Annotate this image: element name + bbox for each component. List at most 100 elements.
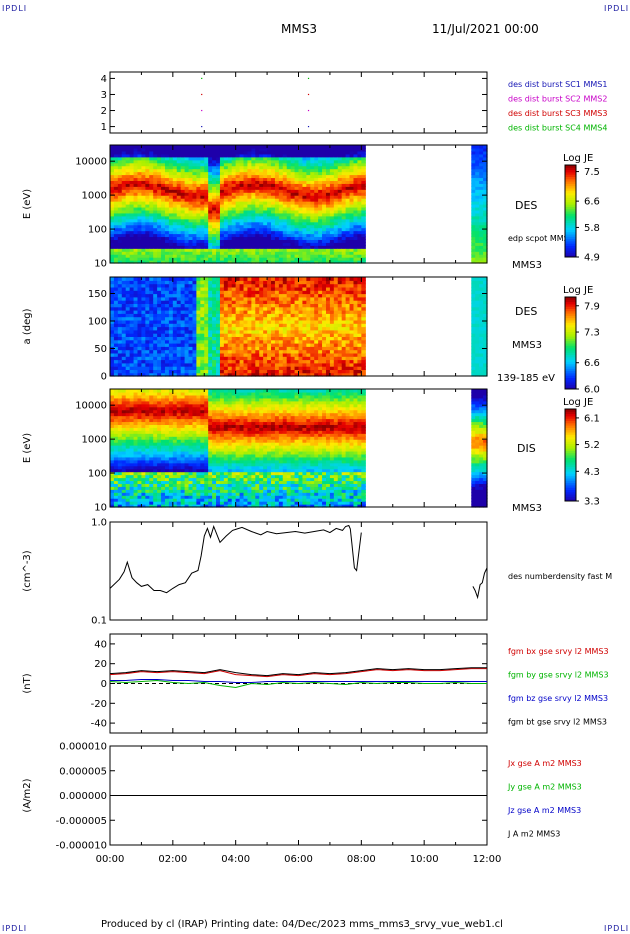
spectrogram-cell: [180, 224, 186, 229]
spectrogram-cell: [286, 215, 292, 220]
spectrogram-cell: [200, 209, 205, 214]
spectrogram-cell: [117, 186, 123, 190]
spectrogram-cell: [223, 260, 229, 264]
spectrogram-cell: [345, 323, 351, 328]
spectrogram-cell: [475, 316, 480, 321]
spectrogram-cell: [200, 174, 205, 179]
spectrogram-cell: [322, 300, 327, 304]
spectrogram-cell: [231, 248, 237, 252]
spectrogram-cell: [239, 303, 245, 308]
spectrogram-cell: [235, 195, 241, 199]
spectrogram-cell: [239, 153, 245, 158]
spectrogram-cell: [337, 248, 343, 252]
spectrogram-cell: [184, 339, 190, 344]
spectrogram-cell: [310, 251, 315, 255]
spectrogram-cell: [117, 192, 123, 196]
spectrogram-cell: [184, 359, 190, 364]
spectrogram-cell: [298, 153, 304, 158]
spectrogram-cell: [329, 168, 335, 173]
spectrogram-cell: [172, 336, 178, 341]
spectrogram-cell: [333, 159, 339, 164]
spectrogram-cell: [168, 242, 174, 246]
spectrogram-cell: [227, 319, 233, 324]
spectrogram-cell: [180, 280, 186, 285]
spectrogram-cell: [353, 206, 359, 211]
spectrogram-cell: [310, 171, 315, 176]
spectrogram-cell: [216, 145, 221, 149]
spectrogram-cell: [113, 147, 119, 152]
burst-marker: [201, 109, 203, 112]
spectrogram-cell: [141, 206, 146, 211]
spectrogram-cell: [479, 162, 484, 167]
spectrogram-cell: [235, 192, 241, 196]
spectrogram-cell: [235, 319, 241, 324]
spectrogram-cell: [235, 366, 241, 370]
spectrogram-cell: [298, 323, 304, 328]
spectrogram-cell: [141, 316, 146, 321]
spectrogram-cell: [188, 180, 194, 184]
spectrogram-cell: [271, 201, 276, 205]
spectrogram-cell: [298, 180, 304, 184]
spectrogram-cell: [133, 183, 139, 187]
spectrogram-cell: [278, 293, 284, 298]
spectrogram-cell: [314, 369, 319, 374]
spectrogram-cell: [223, 303, 229, 308]
spectrogram-cell: [345, 171, 351, 176]
spectrogram-cell: [349, 198, 355, 202]
spectrogram-cell: [290, 177, 296, 181]
spectrogram-cell: [133, 180, 139, 184]
spectrogram-cell: [483, 168, 488, 173]
spectrogram-cell: [329, 319, 335, 324]
spectrogram-cell: [337, 236, 343, 240]
spectrogram-cell: [290, 171, 296, 176]
spectrogram-cell: [161, 242, 166, 246]
spectrogram-cell: [357, 310, 362, 314]
spectrogram-cell: [314, 180, 319, 184]
spectrogram-cell: [298, 239, 304, 243]
spectrogram-cell: [161, 352, 166, 357]
spectrogram-cell: [337, 180, 343, 184]
spectrogram-cell: [145, 346, 150, 351]
spectrogram-cell: [145, 189, 150, 193]
spectrogram-cell: [161, 233, 166, 238]
spectrogram-cell: [263, 204, 268, 208]
spectrogram-cell: [196, 224, 201, 229]
spectrogram-cell: [172, 221, 178, 226]
spectrogram-cell: [318, 356, 323, 361]
spectrogram-cell: [184, 372, 190, 377]
spectrogram-cell: [318, 248, 323, 252]
spectrogram-cell: [212, 201, 217, 205]
spectrogram-cell: [192, 329, 197, 334]
spectrogram-cell: [479, 233, 484, 238]
spectrogram-cell: [129, 319, 135, 324]
spectrogram-cell: [290, 162, 296, 167]
spectrogram-cell: [247, 198, 252, 202]
spectrogram-cell: [161, 204, 166, 208]
spectrogram-cell: [361, 242, 366, 246]
spectrogram-cell: [172, 236, 178, 240]
spectrogram-cell: [247, 310, 252, 314]
spectrogram-cell: [219, 303, 225, 308]
spectrogram-cell: [149, 195, 154, 199]
spectrogram-cell: [263, 145, 268, 149]
spectrogram-cell: [251, 147, 256, 152]
colorbar-tick-label: 4.9: [584, 253, 600, 264]
spectrogram-cell: [306, 224, 311, 229]
spectrogram-cell: [479, 206, 484, 211]
spectrogram-cell: [247, 165, 252, 170]
spectrogram-cell: [125, 293, 131, 298]
spectrogram-cell: [145, 326, 150, 331]
spectrogram-cell: [188, 254, 194, 258]
spectrogram-cell: [133, 329, 139, 334]
spectrogram-cell: [353, 204, 359, 208]
spectrogram-cell: [286, 359, 292, 364]
spectrogram-cell: [322, 372, 327, 377]
spectrogram-cell: [267, 286, 272, 291]
spectrogram-cell: [286, 221, 292, 226]
spectrogram-cell: [145, 153, 150, 158]
spectrogram-cell: [141, 283, 146, 288]
colorbar-segment: [565, 227, 576, 230]
spectrogram-cell: [164, 230, 170, 235]
spectrogram-cell: [157, 242, 162, 246]
spectrogram-cell: [282, 303, 288, 308]
